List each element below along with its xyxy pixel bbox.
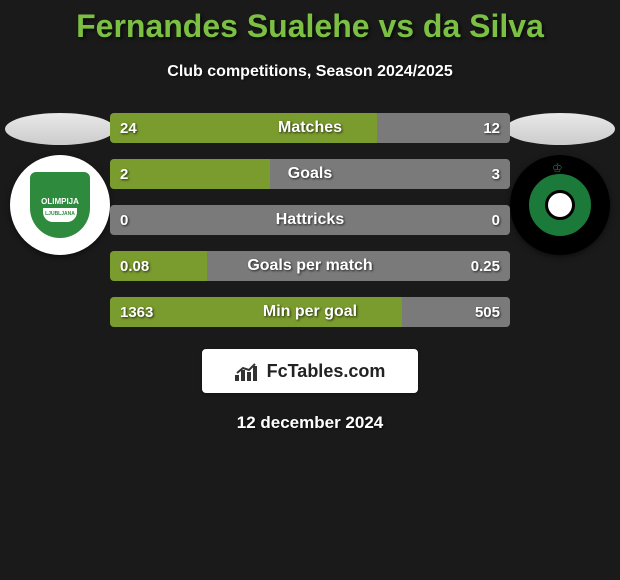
player-left-silhouette xyxy=(5,113,115,145)
stat-rows: 2412Matches 23Goals 00Hattricks 0.080.25Goa… xyxy=(110,113,510,327)
club-badge-left-text: OLIMPIJA xyxy=(41,197,79,206)
stat-row: 2412Matches xyxy=(110,113,510,143)
date-line: 12 december 2024 xyxy=(0,413,620,433)
comparison-card: Fernandes Sualehe vs da Silva Club compe… xyxy=(0,0,620,580)
stat-label: Min per goal xyxy=(110,303,510,321)
stat-label: Matches xyxy=(110,119,510,137)
player-right-column: ♔ xyxy=(500,113,620,255)
stat-label: Hattricks xyxy=(110,211,510,229)
stat-label: Goals per match xyxy=(110,257,510,275)
player-left-column: OLIMPIJA LJUBLJANA xyxy=(0,113,120,255)
club-badge-right-center xyxy=(548,193,572,217)
stat-row: 0.080.25Goals per match xyxy=(110,251,510,281)
brand-badge[interactable]: FcTables.com xyxy=(202,349,418,393)
page-subtitle: Club competitions, Season 2024/2025 xyxy=(0,63,620,81)
club-badge-left: OLIMPIJA LJUBLJANA xyxy=(10,155,110,255)
stat-label: Goals xyxy=(110,165,510,183)
page-title: Fernandes Sualehe vs da Silva xyxy=(0,0,620,45)
chart-icon xyxy=(235,361,261,381)
stat-row: 1363505Min per goal xyxy=(110,297,510,327)
player-right-silhouette xyxy=(505,113,615,145)
stat-row: 23Goals xyxy=(110,159,510,189)
club-badge-left-shield: OLIMPIJA LJUBLJANA xyxy=(30,172,90,238)
stat-row: 00Hattricks xyxy=(110,205,510,235)
stats-area: OLIMPIJA LJUBLJANA ♔ 2412Matches 23Goals 0… xyxy=(0,113,620,327)
crown-icon: ♔ xyxy=(552,161,568,171)
brand-text: FcTables.com xyxy=(267,361,386,382)
club-badge-right: ♔ xyxy=(510,155,610,255)
club-badge-left-subtext: LJUBLJANA xyxy=(43,208,77,222)
